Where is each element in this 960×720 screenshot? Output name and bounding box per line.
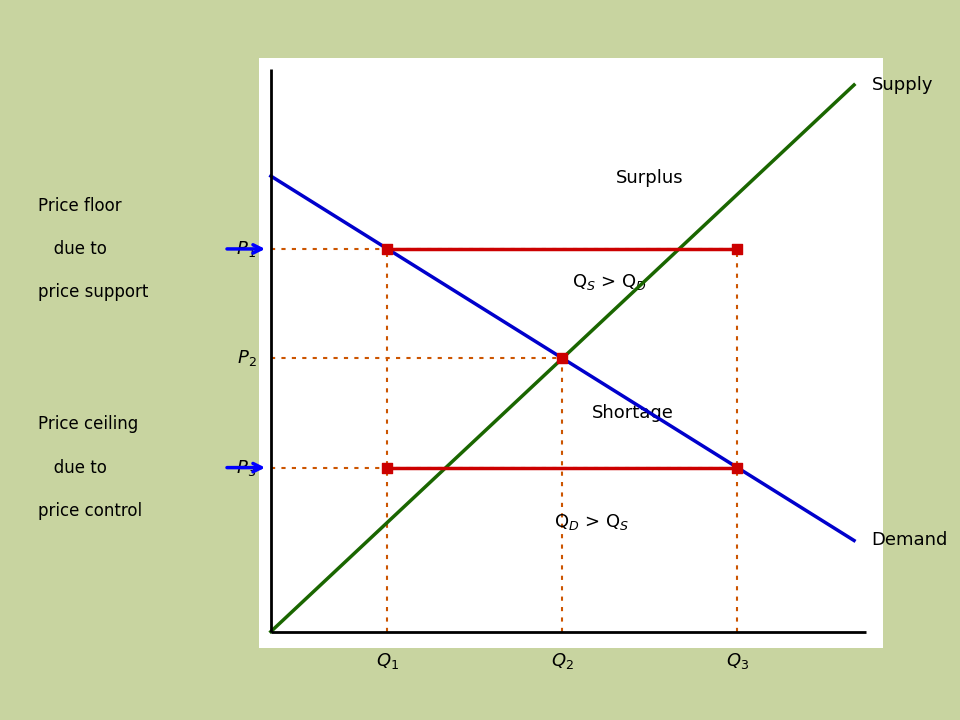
Text: Demand: Demand <box>872 531 948 549</box>
Text: Price ceiling: Price ceiling <box>38 415 138 433</box>
Point <box>730 462 745 473</box>
Point <box>380 462 396 473</box>
Point <box>380 243 396 255</box>
Text: P$_3$: P$_3$ <box>236 458 256 477</box>
Text: price support: price support <box>38 283 149 301</box>
Text: Q$_S$ > Q$_D$: Q$_S$ > Q$_D$ <box>572 271 646 292</box>
Text: Q$_1$: Q$_1$ <box>376 651 399 671</box>
Text: Q$_2$: Q$_2$ <box>551 651 574 671</box>
Text: due to: due to <box>38 240 108 258</box>
Text: Shortage: Shortage <box>591 404 673 422</box>
Text: P$_1$: P$_1$ <box>236 239 256 259</box>
Text: Price floor: Price floor <box>38 197 122 215</box>
Point <box>555 353 570 364</box>
Text: Supply: Supply <box>872 76 933 94</box>
Text: Q$_3$: Q$_3$ <box>726 651 749 671</box>
Text: Surplus: Surplus <box>616 169 684 187</box>
Text: P$_2$: P$_2$ <box>236 348 256 368</box>
Point <box>730 243 745 255</box>
Text: Q$_D$ > Q$_S$: Q$_D$ > Q$_S$ <box>554 512 629 532</box>
Text: due to: due to <box>38 459 108 477</box>
Text: price control: price control <box>38 502 142 520</box>
